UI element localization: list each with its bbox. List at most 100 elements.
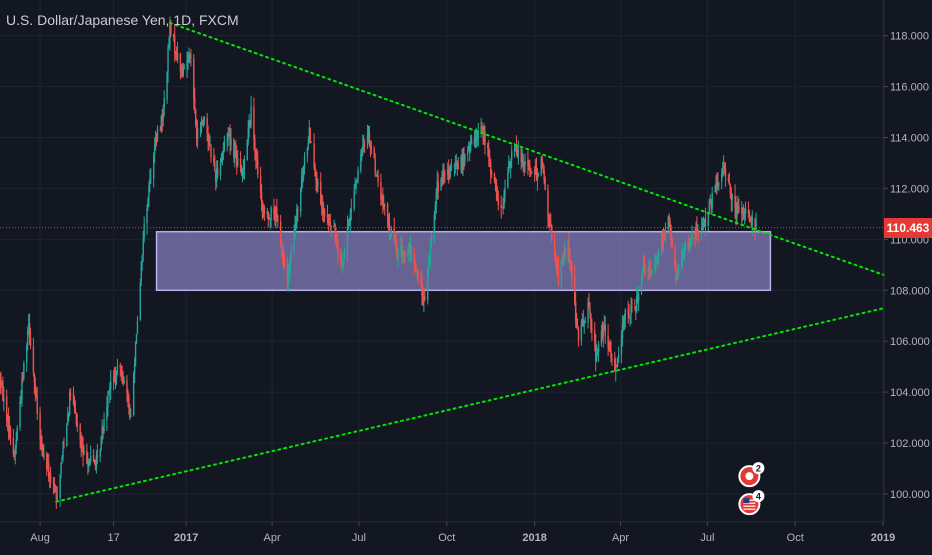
candle-body xyxy=(523,161,525,166)
candle-body xyxy=(642,263,645,268)
candle-body xyxy=(426,270,429,301)
candle-body xyxy=(575,320,578,328)
candle-body xyxy=(202,120,205,126)
candle-body xyxy=(470,140,473,145)
support-zone[interactable] xyxy=(155,230,772,292)
candle-body xyxy=(507,173,509,188)
candle-body xyxy=(435,192,437,205)
candle-body xyxy=(303,157,306,168)
candle-body xyxy=(406,253,409,255)
trendline-lower[interactable] xyxy=(55,307,885,503)
trendline-layer[interactable] xyxy=(55,21,885,503)
candle-body xyxy=(553,239,556,257)
candle-body xyxy=(74,408,77,414)
candle-body xyxy=(173,34,175,37)
candle-body xyxy=(701,222,704,226)
candle-body xyxy=(321,203,323,207)
y-tick-label: 114.000 xyxy=(890,133,929,145)
candle-body xyxy=(123,379,125,383)
trendline-upper[interactable] xyxy=(168,21,885,277)
candle-body xyxy=(570,261,572,265)
candle-body xyxy=(747,210,750,213)
time-axis[interactable]: Aug 17 2017 Apr Jul Oct 2018 Apr Jul Oct 2019 xyxy=(30,522,895,544)
candle-body xyxy=(32,346,35,373)
candle-body xyxy=(267,211,269,219)
candle-body xyxy=(209,144,211,146)
candle-body xyxy=(268,217,270,220)
candle-body xyxy=(670,228,672,241)
event-marker[interactable]: 2 xyxy=(738,462,765,488)
candle-body xyxy=(453,165,456,167)
candle-body xyxy=(127,391,129,397)
candle-body xyxy=(159,129,162,131)
candle-body xyxy=(76,423,79,426)
candle-body xyxy=(293,235,295,252)
event-marker-layer[interactable]: 24 xyxy=(738,462,765,516)
candle-body xyxy=(162,108,164,120)
candle-body xyxy=(15,439,17,448)
candle-body xyxy=(286,265,289,285)
last-price-value: 110.463 xyxy=(886,220,930,235)
candle-body xyxy=(354,187,356,189)
candle-body xyxy=(109,388,111,392)
candle-body xyxy=(54,490,57,493)
candle-body xyxy=(428,261,431,263)
candle-body xyxy=(0,381,2,385)
candle-body xyxy=(697,230,699,233)
x-tick-label: Oct xyxy=(787,532,804,544)
candle-body xyxy=(589,307,591,313)
candle-body xyxy=(35,390,37,396)
candle-body xyxy=(174,51,177,54)
candle-body xyxy=(41,445,43,447)
candle-body xyxy=(609,346,611,351)
candle-body xyxy=(394,242,396,244)
candle-body xyxy=(83,451,85,455)
y-tick-label: 104.000 xyxy=(890,387,930,399)
candle-body xyxy=(376,173,378,175)
candlestick-series xyxy=(0,16,757,509)
candle-body xyxy=(714,191,716,193)
candle-body xyxy=(501,206,503,208)
candle-body xyxy=(624,309,626,320)
x-tick-label: Apr xyxy=(264,532,281,544)
event-marker[interactable]: 4 xyxy=(738,490,765,516)
candle-body xyxy=(320,181,322,204)
candle-body xyxy=(567,242,569,253)
price-axis[interactable]: 100.000102.000104.000106.000108.000110.0… xyxy=(884,31,930,501)
candle-body xyxy=(401,246,403,256)
candle-body xyxy=(528,164,530,166)
candle-body xyxy=(661,239,664,244)
candle-body xyxy=(201,120,204,126)
candle-body xyxy=(595,353,598,361)
candle-body xyxy=(110,381,112,389)
candle-body xyxy=(112,376,115,381)
x-tick-label: Aug xyxy=(30,532,50,544)
candle-body xyxy=(61,457,63,462)
candle-body xyxy=(229,134,231,146)
candle-body xyxy=(484,131,486,145)
candle-body xyxy=(648,261,650,269)
candle-body xyxy=(253,106,255,140)
candle-body xyxy=(314,166,316,177)
candle-body xyxy=(644,269,647,271)
candle-body xyxy=(227,134,229,140)
candle-body xyxy=(574,302,577,321)
candle-body xyxy=(550,223,552,227)
candle-body xyxy=(734,195,736,208)
candle-body xyxy=(20,398,22,402)
candle-body xyxy=(300,187,302,212)
y-tick-label: 116.000 xyxy=(890,82,929,94)
candle-body xyxy=(596,352,599,354)
candle-body xyxy=(206,117,208,134)
candle-body xyxy=(656,259,658,262)
candle-body xyxy=(731,194,733,201)
y-tick-label: 102.000 xyxy=(890,438,930,450)
candle-body xyxy=(717,182,719,185)
candle-body xyxy=(135,333,138,344)
candle-body xyxy=(28,323,31,338)
candle-body xyxy=(404,250,406,256)
candle-body xyxy=(12,438,15,454)
candle-body xyxy=(335,237,337,241)
